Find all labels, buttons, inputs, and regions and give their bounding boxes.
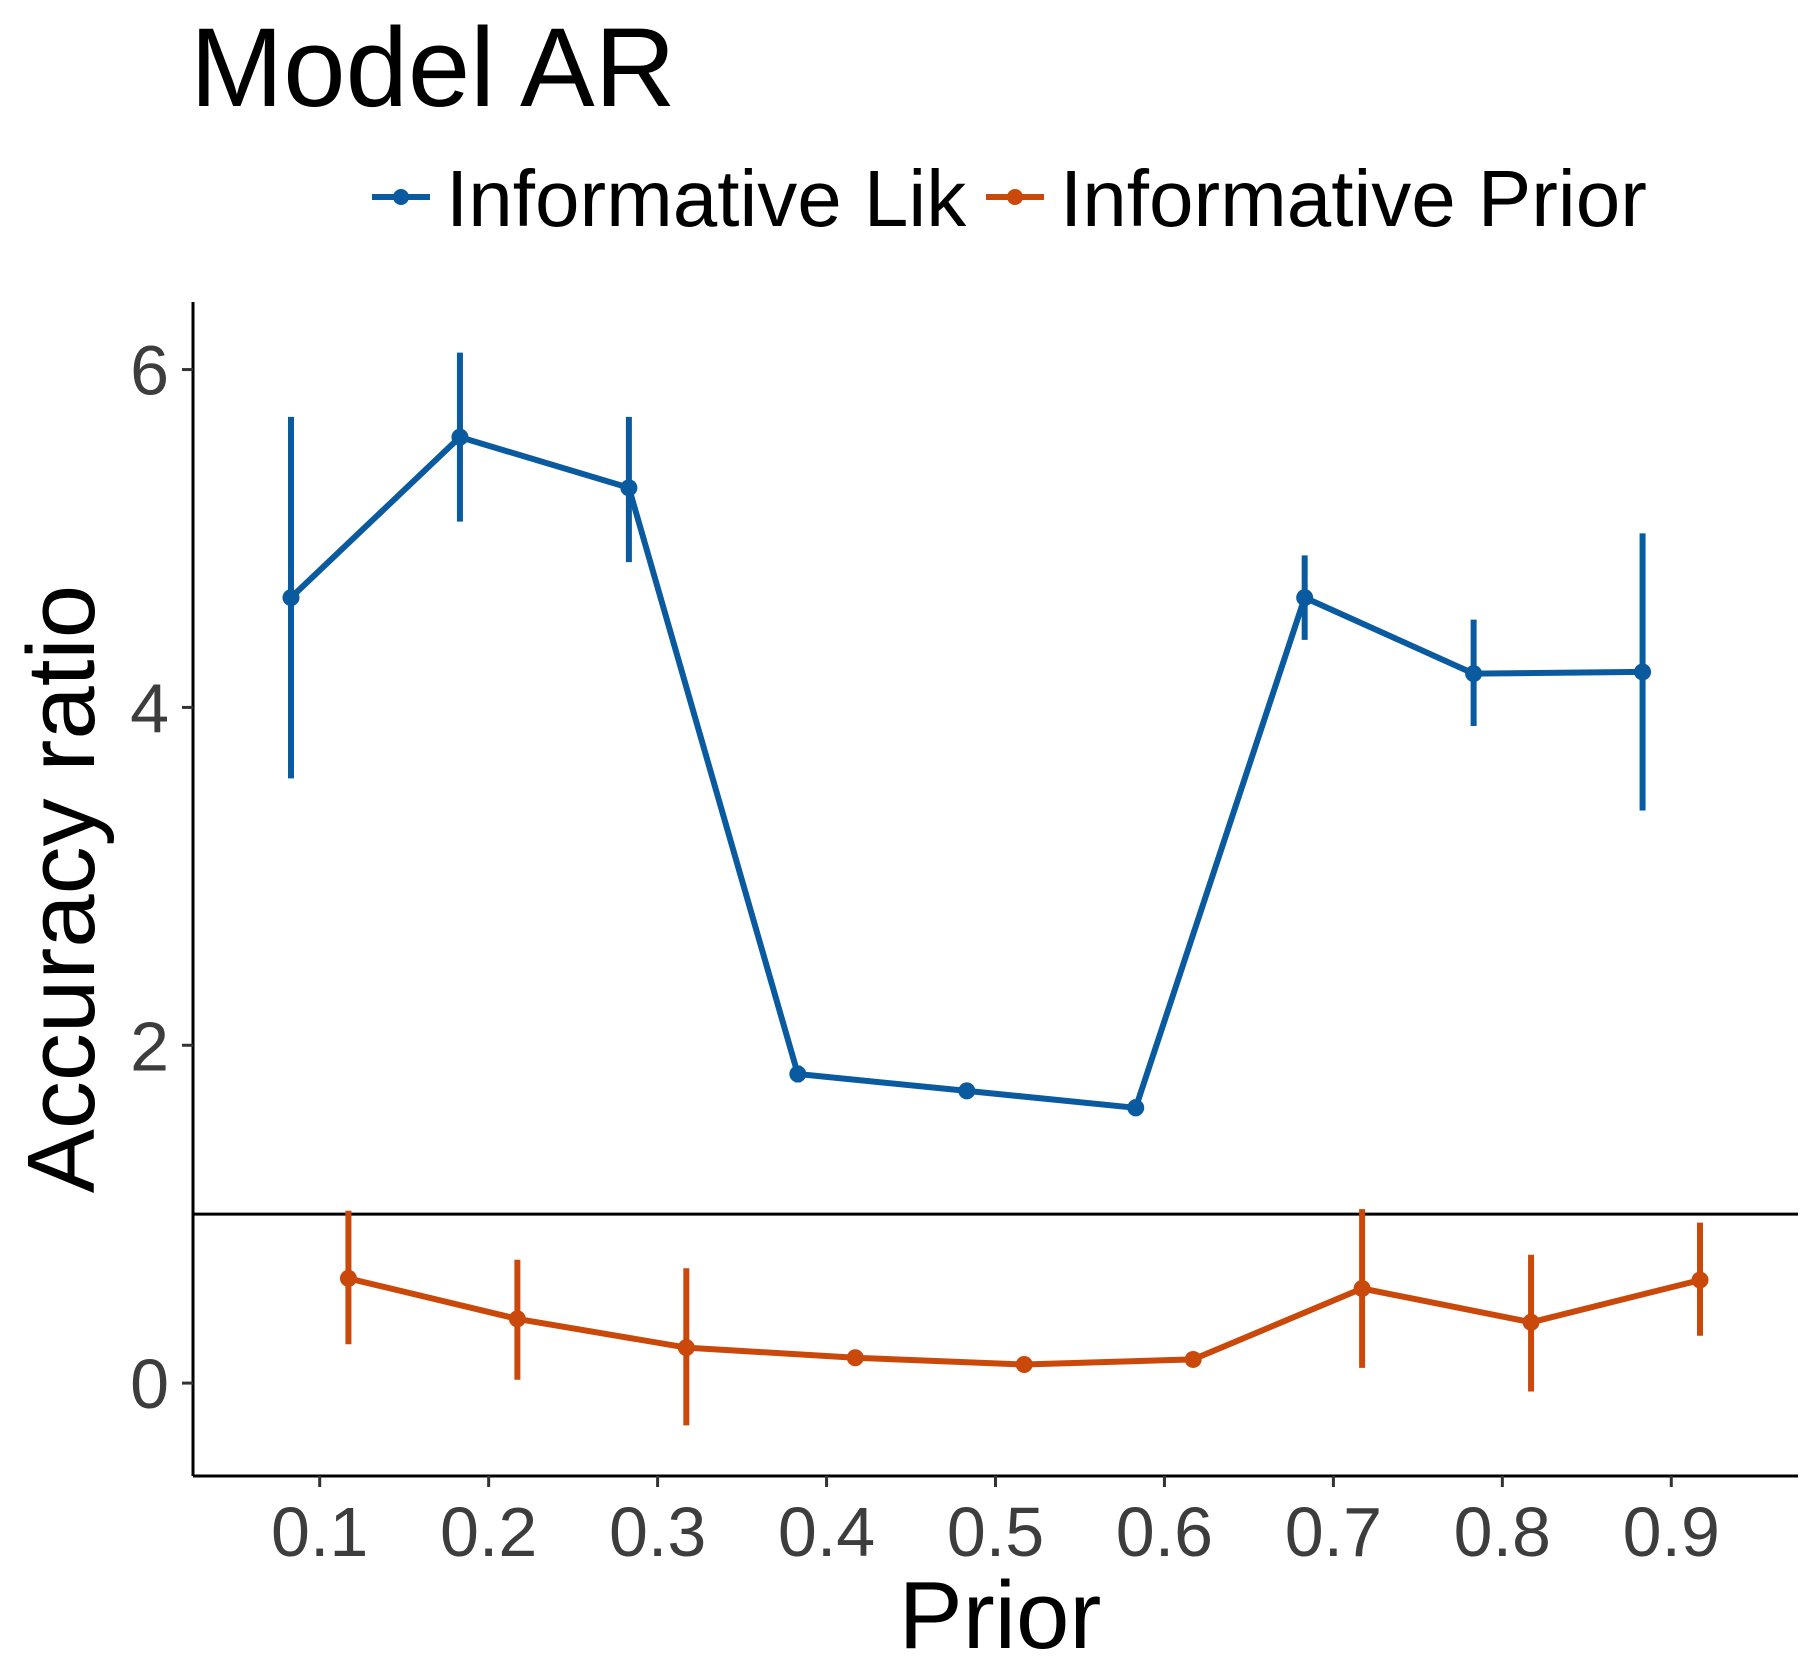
x-tick-label: 0.3	[609, 1493, 706, 1571]
x-tick-label: 0.2	[440, 1493, 537, 1571]
y-tick-label: 2	[130, 1007, 169, 1085]
series-line	[347, 1275, 1701, 1368]
x-tick-label: 0.7	[1285, 1493, 1382, 1571]
data-point	[620, 479, 638, 497]
data-point	[508, 1310, 526, 1328]
y-tick-label: 6	[130, 332, 169, 410]
x-ticks: 0.1 0.2 0.3 0.4 0.5 0.6 0.7 0.8 0.9	[271, 1476, 1720, 1571]
y-axis-title: Accuracy ratio	[8, 585, 115, 1193]
legend-label-informative-lik: Informative Lik	[446, 154, 967, 243]
y-ticks: 0 2 4 6	[130, 332, 193, 1423]
data-point	[1127, 1099, 1145, 1117]
x-tick-label: 0.6	[1116, 1493, 1213, 1571]
chart-title: Model AR	[190, 5, 676, 130]
data-point	[1296, 589, 1314, 607]
x-tick-label: 0.4	[778, 1493, 875, 1571]
legend-label-informative-prior: Informative Prior	[1060, 154, 1647, 243]
plot-area: 0.1 0.2 0.3 0.4 0.5 0.6 0.7 0.8 0.9 0 2 4 6	[130, 302, 1798, 1571]
x-tick-label: 0.8	[1454, 1493, 1551, 1571]
data-point	[339, 1269, 357, 1287]
legend-marker-informative-lik	[393, 189, 409, 205]
series-line	[288, 434, 1643, 1111]
data-point	[1184, 1350, 1202, 1368]
x-tick-label: 0.5	[947, 1493, 1044, 1571]
x-tick-label: 0.1	[271, 1493, 368, 1571]
data-point	[282, 589, 300, 607]
x-tick-label: 0.9	[1623, 1493, 1720, 1571]
data-point	[1015, 1356, 1033, 1374]
data-point	[958, 1082, 976, 1100]
data-point	[1691, 1271, 1709, 1289]
y-tick-label: 0	[130, 1345, 169, 1423]
series-informative-lik	[282, 352, 1652, 1117]
data-point	[1353, 1279, 1371, 1297]
data-point	[789, 1065, 807, 1083]
series-informative-prior	[339, 1209, 1709, 1426]
legend: Informative Lik Informative Prior	[372, 154, 1647, 243]
data-point	[1465, 665, 1483, 683]
data-point	[1634, 663, 1652, 681]
x-axis-title: Prior	[899, 1562, 1102, 1666]
data-point	[677, 1339, 695, 1357]
data-point	[1522, 1313, 1540, 1331]
data-point	[451, 428, 469, 446]
series-layer	[282, 352, 1709, 1426]
legend-marker-informative-prior	[1007, 189, 1023, 205]
data-point	[846, 1349, 864, 1367]
y-tick-label: 4	[130, 669, 169, 747]
